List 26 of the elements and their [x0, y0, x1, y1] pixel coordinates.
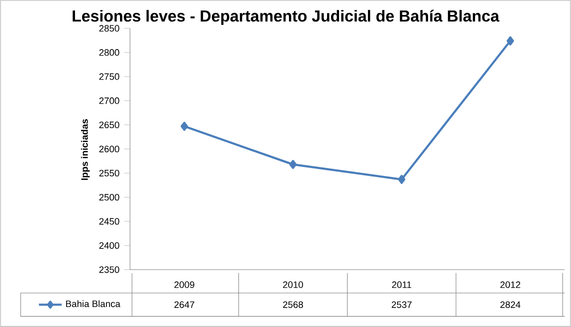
data-label: 2824: [500, 301, 520, 308]
point: [506, 36, 514, 46]
y-tick-label: 2650: [99, 122, 120, 128]
data-label: 2647: [174, 301, 194, 308]
y-tick-label: 2750: [99, 73, 120, 80]
y-tick-label: 2600: [99, 146, 120, 152]
x-tick-label: 2010: [283, 281, 304, 288]
y-axis-title: Ipps iniciadas: [81, 119, 90, 180]
point: [398, 174, 406, 184]
y-tick-label: 2350: [99, 266, 120, 273]
y-tick-label: 2400: [99, 242, 120, 249]
y-tick-label: 2550: [99, 170, 120, 176]
y-tick-label: 2800: [99, 49, 120, 56]
data-label: 2537: [392, 301, 412, 308]
x-tick-label: 2011: [392, 281, 412, 288]
y-tick-label: 2500: [99, 194, 120, 201]
y-tick-label: 2450: [99, 218, 120, 225]
legend-label: Bahia Blanca: [66, 300, 120, 308]
y-tick-label: 2850: [99, 25, 120, 32]
x-tick-label: 2012: [500, 281, 520, 288]
y-tick-label: 2700: [99, 97, 120, 104]
x-tick-label: 2009: [174, 281, 194, 288]
data-label: 2568: [283, 301, 303, 308]
chart-title: Lesiones leves - Departamento Judicial de Bahía Blanca: [72, 10, 500, 25]
point: [180, 122, 188, 131]
point: [289, 160, 297, 169]
